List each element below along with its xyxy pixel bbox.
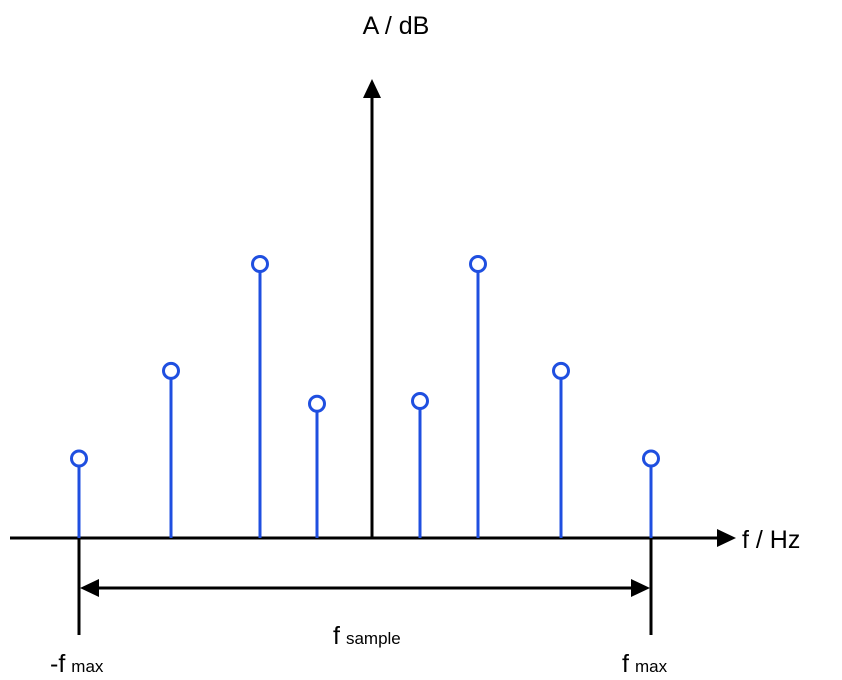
spectrum-stem-marker (411, 392, 429, 410)
left-limit-label-sub: max (71, 657, 104, 676)
spectrum-stem-marker (642, 449, 660, 468)
right-limit-label-sub: max (635, 657, 668, 676)
spectrum-stem-marker (251, 255, 269, 273)
left-limit-label: -f max (50, 650, 104, 678)
spectrum-stem-marker (469, 255, 487, 273)
bandwidth-label-main: f (333, 622, 340, 650)
x-axis-label: f / Hz (742, 526, 800, 554)
spectrum-stems (70, 255, 660, 538)
y-axis-arrowhead (363, 79, 381, 98)
y-axis-label: A / dB (363, 12, 430, 40)
bandwidth-arrow-right-head (631, 579, 650, 597)
spectrum-stem-marker (552, 361, 570, 380)
bandwidth-arrow-left-head (80, 579, 99, 597)
spectrum-stem-marker (308, 394, 326, 413)
spectrum-stem-marker (70, 449, 88, 468)
right-limit-label: f max (622, 650, 668, 678)
left-limit-label-main: -f (50, 650, 65, 678)
spectrum-stem-marker (162, 361, 180, 380)
bandwidth-label-sub: sample (346, 629, 401, 648)
x-axis-arrowhead (717, 529, 736, 547)
bandwidth-label: f sample (333, 622, 401, 650)
right-limit-label-main: f (622, 650, 629, 678)
